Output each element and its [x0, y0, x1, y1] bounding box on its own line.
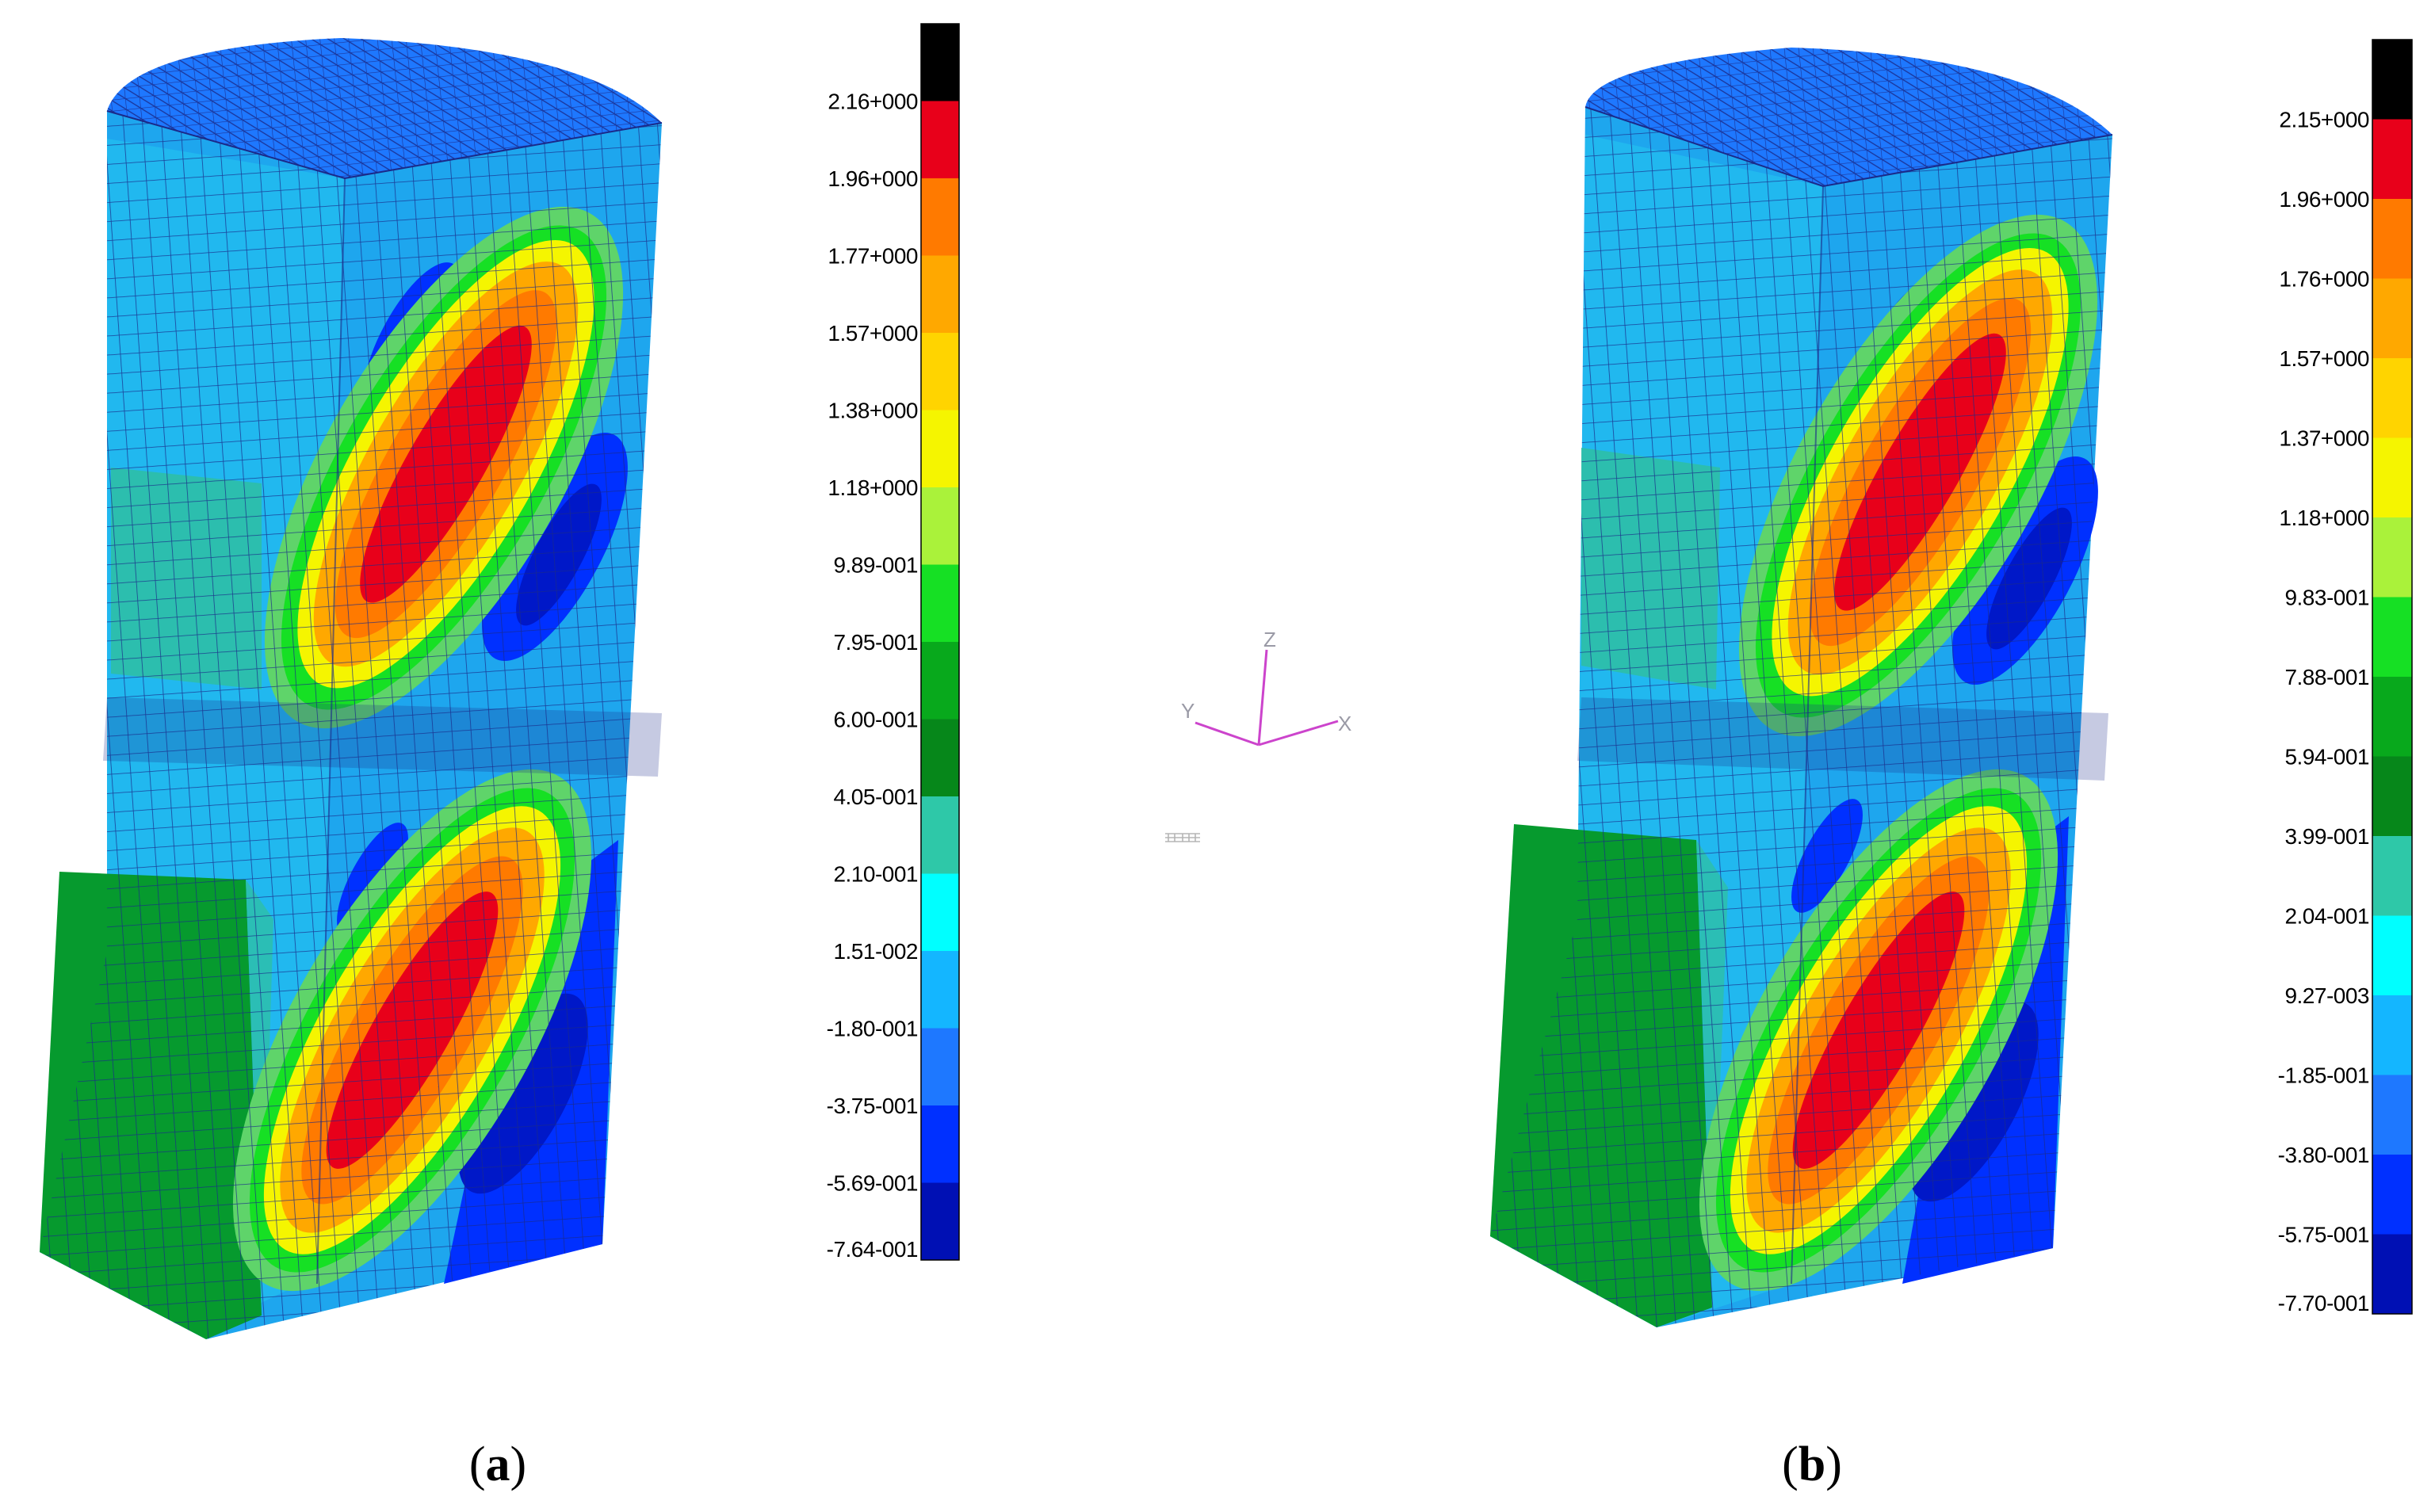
legend-swatch [921, 333, 959, 410]
legend-swatch [2372, 836, 2412, 916]
legend-swatch [2372, 517, 2412, 598]
legend-swatch [921, 951, 959, 1029]
legend-swatch [2372, 1234, 2412, 1315]
legend-swatch [921, 873, 959, 952]
legend-swatch [921, 796, 959, 874]
legend-swatch [921, 101, 959, 179]
legend-swatch [2372, 677, 2412, 757]
legend-frame [2372, 39, 2413, 1315]
legend-swatch [921, 1105, 959, 1183]
legend-frame [920, 23, 960, 1261]
legend-swatch [921, 1028, 959, 1106]
color-legend-a: 2.16+000 1.96+000 1.77+000 1.57+000 1.38+000… [827, 23, 960, 1262]
legend-swatch [921, 24, 959, 101]
legend-swatch [2372, 119, 2412, 200]
legend-swatch [2372, 756, 2412, 837]
color-legend-b: 2.15+000 1.96+000 1.76+000 1.57+000 1.37+000… [2278, 39, 2413, 1315]
x-axis-label: X [1338, 712, 1351, 735]
legend-swatch [921, 178, 959, 256]
legend-swatch [2372, 358, 2412, 438]
legend-label: 6.00-001 [833, 708, 918, 732]
y-axis-line [1195, 721, 1260, 746]
legend-label: -1.80-001 [827, 1017, 918, 1041]
legend-label: -3.80-001 [2278, 1143, 2369, 1167]
legend-label: -7.70-001 [2278, 1291, 2369, 1315]
legend-label: 9.89-001 [833, 553, 918, 578]
y-axis-label: Y [1181, 699, 1195, 723]
legend-swatch [921, 255, 959, 334]
legend-swatch [2372, 1075, 2412, 1155]
legend-label: 5.94-001 [2284, 745, 2369, 769]
legend-label: -3.75-001 [827, 1094, 918, 1118]
axes-triad: Z Y X [1165, 628, 1351, 842]
legend-swatch [2372, 278, 2412, 359]
fem-model-a [40, 38, 663, 1339]
legend-label: 1.96+000 [2279, 187, 2369, 212]
legend-label: 1.77+000 [828, 244, 918, 269]
legend-swatch [921, 564, 959, 643]
legend-label: 2.16+000 [828, 90, 918, 114]
legend-swatch [2372, 995, 2412, 1075]
legend-label: -5.75-001 [2278, 1223, 2369, 1247]
legend-label: 4.05-001 [833, 785, 918, 809]
legend-label: 2.15+000 [2279, 108, 2369, 132]
legend-swatch [921, 642, 959, 720]
caption-b: (b) [1782, 1438, 1842, 1491]
legend-swatch [921, 410, 959, 488]
legend-swatch [921, 1182, 959, 1261]
legend-label: 1.37+000 [2279, 426, 2369, 451]
caption-a: (a) [469, 1438, 526, 1491]
legend-label: 1.18+000 [828, 475, 918, 500]
legend-label: 9.83-001 [2284, 586, 2369, 610]
legend-label: 1.18+000 [2279, 506, 2369, 530]
x-axis-line [1258, 720, 1339, 746]
legend-label: 1.76+000 [2279, 267, 2369, 292]
legend-label: 9.27-003 [2284, 983, 2369, 1008]
legend-label: 7.95-001 [833, 630, 918, 655]
legend-label: -7.64-001 [827, 1237, 918, 1262]
legend-label: -5.69-001 [827, 1171, 918, 1196]
legend-swatch [2372, 1155, 2412, 1235]
legend-swatch [2372, 437, 2412, 518]
legend-label: 2.10-001 [833, 862, 918, 887]
fem-model-b [1490, 48, 2113, 1327]
legend-label: 1.57+000 [828, 321, 918, 346]
z-axis-label: Z [1263, 628, 1276, 651]
z-axis-line [1257, 649, 1268, 746]
scribble-mark [1165, 833, 1200, 842]
legend-label: -1.85-001 [2278, 1063, 2369, 1088]
legend-label: 1.57+000 [2279, 346, 2369, 371]
legend-label: 1.96+000 [828, 166, 918, 191]
legend-swatch [2372, 597, 2412, 678]
legend-swatch [921, 487, 959, 565]
legend-label: 2.04-001 [2284, 904, 2369, 929]
legend-swatch [2372, 915, 2412, 996]
legend-swatch [921, 719, 959, 797]
legend-label: 3.99-001 [2284, 824, 2369, 849]
legend-swatch [2372, 199, 2412, 279]
legend-label: 1.51-002 [833, 939, 918, 964]
legend-swatch [2372, 40, 2412, 120]
legend-label: 7.88-001 [2284, 665, 2369, 689]
legend-label: 1.38+000 [828, 399, 918, 423]
